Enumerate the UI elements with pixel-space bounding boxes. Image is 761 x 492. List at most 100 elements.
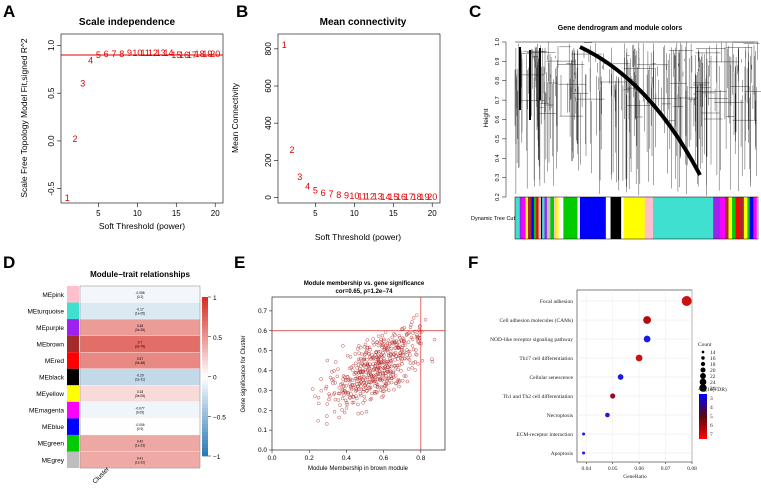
gene-point: [391, 355, 395, 359]
gene-point: [349, 386, 353, 390]
gene-point: [327, 397, 331, 402]
gene-point: [336, 367, 340, 371]
power-point-label: 10: [349, 191, 359, 201]
gene-point: [356, 363, 361, 367]
gene-point: [345, 402, 349, 407]
gene-point: [385, 348, 389, 352]
scale-bar-step: [202, 336, 208, 342]
gene-point: [400, 362, 404, 366]
heatmap-p-value: (1e-23): [135, 444, 145, 448]
gene-point: [423, 318, 428, 322]
gene-point: [352, 372, 356, 376]
legend-fdr-label: 3: [710, 396, 713, 402]
power-point-label: 6: [104, 49, 109, 59]
module-color-segment: [623, 197, 646, 239]
power-point-label: 11: [140, 48, 149, 58]
module-color-segment: [519, 197, 523, 239]
gene-point: [395, 363, 400, 368]
gene-point: [400, 348, 404, 352]
heatmap-p-value: (1e-11): [135, 378, 145, 382]
module-color-segment: [563, 197, 578, 239]
power-point-label: 11: [357, 191, 366, 201]
gene-point: [361, 387, 366, 391]
gene-point: [376, 343, 380, 348]
heatmap-cor-value: 0.41: [137, 456, 143, 460]
power-point-label: 1: [65, 193, 70, 203]
gene-point: [365, 348, 369, 353]
scale-bar-step: [202, 372, 208, 377]
pathway-label: Apoptosis: [551, 451, 573, 457]
module-name: MEbrown: [37, 341, 65, 348]
gene-point: [379, 340, 383, 344]
gene-point: [376, 349, 381, 354]
power-point-label: 19: [202, 49, 212, 59]
pathway-bubble: [582, 451, 586, 455]
scale-bar-step: [202, 364, 208, 369]
gene-point: [316, 396, 321, 400]
gene-point: [360, 411, 364, 415]
scale-bar-step: [202, 424, 208, 429]
gene-point: [324, 387, 328, 391]
gene-point: [359, 372, 364, 377]
gene-point: [357, 344, 361, 348]
gene-point: [324, 384, 329, 389]
module-color-segment: [756, 197, 759, 239]
module-color-frame: [514, 196, 759, 240]
panel-label-d: D: [3, 253, 15, 272]
panel-e-ylabel: Gene significance for Cluster: [241, 335, 247, 412]
module-color-segment: [540, 197, 543, 239]
gene-point: [373, 364, 377, 368]
gene-point: [354, 379, 359, 383]
gene-point: [356, 412, 360, 416]
gene-point: [411, 331, 415, 335]
gene-point: [334, 360, 338, 364]
gene-point: [341, 374, 346, 378]
power-point-label: 7: [328, 189, 333, 199]
gene-point: [384, 387, 388, 391]
gene-point: [366, 364, 370, 368]
gene-point: [386, 338, 391, 342]
scale-tick-label: 0.5: [213, 335, 222, 342]
module-color-swatch: [67, 352, 79, 369]
gene-point: [363, 368, 368, 372]
pathway-bubble: [681, 296, 692, 306]
gene-point: [313, 394, 317, 398]
panel-b-xlabel: Soft Threshold (power): [315, 232, 401, 242]
gene-point: [380, 353, 384, 358]
heatmap-cor-value: 0.7: [138, 340, 143, 344]
gene-point: [356, 370, 361, 375]
module-color-bar: [515, 197, 759, 239]
panel-f-frame: [576, 289, 693, 463]
power-point-label: 2: [73, 134, 78, 144]
gene-point: [410, 344, 415, 348]
gene-point: [383, 346, 387, 351]
y-tick-label: 0.1: [258, 427, 267, 434]
module-color-segment: [544, 197, 548, 239]
scale-tick-label: −1: [213, 454, 221, 461]
y-tick-label: 0.0: [47, 135, 56, 147]
gene-point: [403, 341, 407, 345]
gene-point: [372, 343, 376, 347]
module-color-segment: [732, 197, 736, 239]
gene-point: [415, 333, 419, 337]
y-tick-label: 0.6: [495, 116, 501, 124]
gene-point: [335, 374, 339, 379]
gene-point: [375, 340, 379, 344]
power-point-label: 9: [344, 191, 349, 201]
module-color-swatch: [67, 368, 79, 386]
gene-point: [342, 384, 346, 388]
scale-bar-step: [202, 392, 208, 397]
gene-point: [397, 379, 402, 383]
gene-point: [360, 370, 365, 374]
gene-point: [365, 346, 369, 350]
x-tick-label: 5: [313, 209, 318, 218]
legend-fdr-label: 7: [710, 432, 713, 438]
power-point-label: 6: [321, 188, 326, 198]
gene-point: [391, 342, 395, 346]
gene-point: [375, 368, 379, 372]
panel-e-points: [272, 297, 445, 450]
module-color-segment: [735, 197, 740, 239]
x-tick-label: 0.06: [634, 466, 644, 472]
gene-point: [388, 369, 393, 373]
gene-point: [340, 396, 345, 401]
